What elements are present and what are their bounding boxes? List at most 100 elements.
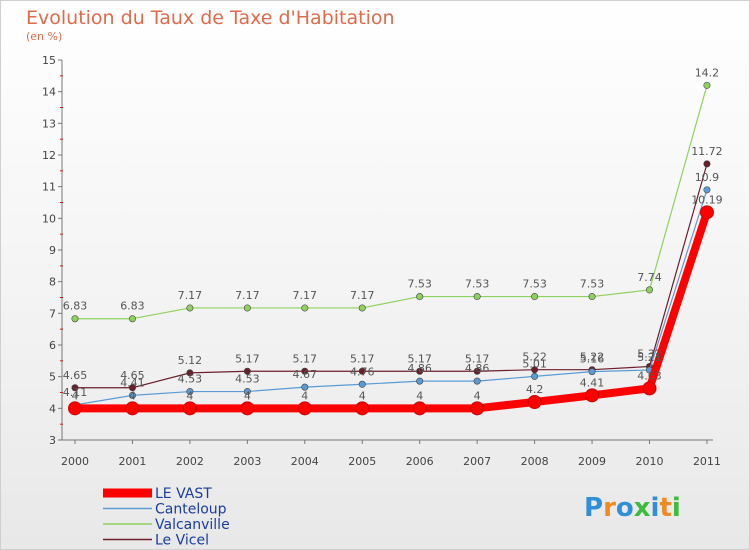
data-label-le-vast: 10.19	[691, 193, 723, 206]
data-point-canteloup	[243, 388, 251, 396]
data-labels: 4.65 4.65 5.12 5.17 5.17 5.17 5.17 5.17 5.22 5.22…	[63, 66, 723, 402]
data-point-le-vast	[297, 401, 312, 416]
data-label-le-vast: 4.41	[580, 376, 605, 389]
data-label-canteloup: 4.76	[350, 365, 375, 378]
data-label-canteloup: 10.9	[695, 171, 720, 184]
data-label-le-vicel: 5.12	[178, 354, 203, 367]
axes: 3 4 5 6 7 8 9 10 11 12 13 14 15 2000 2001 2002 2003 2004 2…	[42, 54, 721, 468]
data-label-valcanville: 7.17	[350, 289, 375, 302]
data-label-canteloup: 4.53	[235, 373, 260, 386]
y-tick-label: 11	[42, 181, 56, 194]
data-label-le-vast: 4	[244, 389, 251, 402]
data-point-le-vicel	[703, 160, 711, 168]
series-lines	[68, 81, 714, 416]
data-point-canteloup	[416, 377, 424, 385]
data-label-valcanville: 6.83	[63, 300, 88, 313]
y-tick-label: 6	[49, 339, 56, 352]
logo-letter: i	[672, 493, 681, 523]
x-tick-label: 2002	[176, 455, 204, 468]
y-tick-label: 3	[49, 434, 56, 447]
y-tick-label: 10	[42, 212, 56, 225]
data-point-le-vast	[470, 401, 485, 416]
data-point-le-vast	[699, 205, 714, 220]
data-label-le-vast: 4.63	[637, 369, 662, 382]
x-tick-label: 2011	[693, 455, 721, 468]
x-tick-label: 2006	[406, 455, 434, 468]
data-point-valcanville	[358, 304, 366, 312]
data-label-valcanville: 7.74	[637, 271, 662, 284]
data-point-valcanville	[588, 293, 596, 301]
data-point-le-vast	[240, 401, 255, 416]
legend-label-valcanville: Valcanville	[155, 517, 230, 533]
data-point-canteloup	[358, 380, 366, 388]
data-label-valcanville: 7.53	[465, 278, 490, 291]
series-line-le-vicel	[74, 163, 708, 389]
data-point-canteloup	[703, 186, 711, 194]
data-point-canteloup	[128, 391, 136, 399]
proxiti-logo: Proxiti	[584, 493, 681, 523]
data-point-le-vicel	[473, 367, 481, 375]
data-label-le-vast: 4	[301, 389, 308, 402]
data-point-le-vast	[527, 395, 542, 409]
logo-letter: x	[634, 493, 651, 523]
data-label-le-vicel: 5.32	[637, 348, 662, 361]
legend-label-canteloup: Canteloup	[155, 502, 227, 518]
data-label-valcanville: 7.17	[178, 289, 203, 302]
data-label-le-vicel: 5.17	[293, 352, 318, 365]
data-label-le-vast: 4	[474, 389, 481, 402]
y-tick-label: 4	[49, 402, 56, 415]
data-label-valcanville: 14.2	[695, 66, 720, 79]
data-point-le-vast	[585, 388, 600, 403]
x-tick-label: 2000	[61, 455, 89, 468]
data-point-le-vicel	[416, 367, 424, 375]
data-label-valcanville: 7.53	[407, 278, 432, 291]
data-label-valcanville: 7.17	[293, 289, 318, 302]
data-label-le-vicel: 11.72	[691, 145, 723, 158]
data-point-valcanville	[645, 286, 653, 294]
data-point-le-vast	[355, 401, 370, 416]
data-label-le-vast: 4	[186, 389, 193, 402]
data-point-le-vicel	[71, 384, 79, 392]
y-tick-label: 12	[42, 149, 56, 162]
x-tick-label: 2008	[521, 455, 549, 468]
data-point-canteloup	[186, 388, 194, 396]
data-label-canteloup: 5.16	[580, 353, 605, 366]
chart-subtitle: (en %)	[26, 30, 62, 43]
data-point-valcanville	[416, 293, 424, 301]
logo-letter: t	[659, 493, 671, 523]
legend-label-le-vast: LE VAST	[155, 486, 212, 502]
y-tick-label: 15	[42, 54, 56, 67]
data-point-canteloup	[588, 368, 596, 376]
data-point-canteloup	[473, 377, 481, 385]
data-point-valcanville	[186, 304, 194, 312]
y-tick-label: 7	[49, 307, 56, 320]
data-label-canteloup: 5.01	[522, 357, 547, 370]
series-line-valcanville	[74, 84, 708, 320]
data-label-valcanville: 7.53	[580, 278, 605, 291]
data-point-le-vicel	[358, 367, 366, 375]
data-label-valcanville: 6.83	[120, 300, 145, 313]
data-label-le-vicel: 4.65	[63, 369, 88, 382]
data-label-canteloup: 4.86	[465, 362, 490, 375]
data-label-le-vicel: 5.22	[522, 351, 547, 364]
x-tick-label: 2009	[578, 455, 606, 468]
data-point-le-vast	[68, 401, 82, 416]
data-point-le-vicel	[301, 367, 309, 375]
logo-letter: o	[616, 493, 634, 523]
data-point-le-vast	[642, 381, 657, 396]
data-label-valcanville: 7.17	[235, 289, 260, 302]
data-label-canteloup: 5.21	[637, 351, 662, 364]
data-point-valcanville	[301, 304, 309, 312]
y-tick-label: 5	[49, 371, 56, 384]
data-label-canteloup: 4.86	[407, 362, 432, 375]
data-label-canteloup: 4.53	[178, 373, 203, 386]
y-tick-label: 9	[49, 244, 56, 257]
data-point-le-vicel	[243, 367, 251, 375]
data-point-le-vicel	[128, 384, 136, 392]
x-tick-label: 2003	[233, 455, 261, 468]
x-tick-label: 2005	[348, 455, 376, 468]
data-label-le-vast: 4	[72, 389, 79, 402]
data-label-le-vast: 4.2	[526, 383, 544, 396]
